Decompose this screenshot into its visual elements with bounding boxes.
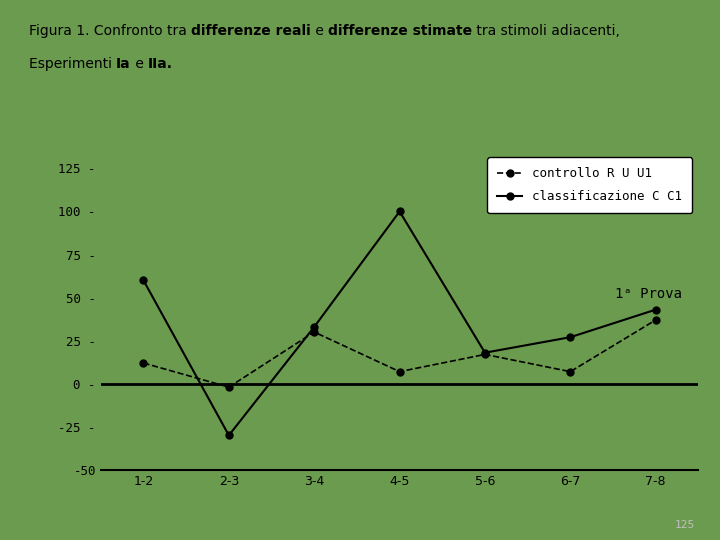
Text: e: e xyxy=(311,24,328,38)
Text: 1ᵃ Prova: 1ᵃ Prova xyxy=(615,287,682,301)
Text: Esperimenti: Esperimenti xyxy=(29,57,116,71)
Text: tra stimoli adiacenti,: tra stimoli adiacenti, xyxy=(472,24,620,38)
Text: 125: 125 xyxy=(675,520,695,530)
Text: differenze stimate: differenze stimate xyxy=(328,24,472,38)
Text: IIa.: IIa. xyxy=(148,57,173,71)
Text: differenze reali: differenze reali xyxy=(191,24,311,38)
Text: Ia: Ia xyxy=(116,57,131,71)
Text: Figura 1. Confronto tra: Figura 1. Confronto tra xyxy=(29,24,191,38)
Legend: controllo R U U1, classificazione C C1: controllo R U U1, classificazione C C1 xyxy=(487,158,692,213)
Text: e: e xyxy=(131,57,148,71)
